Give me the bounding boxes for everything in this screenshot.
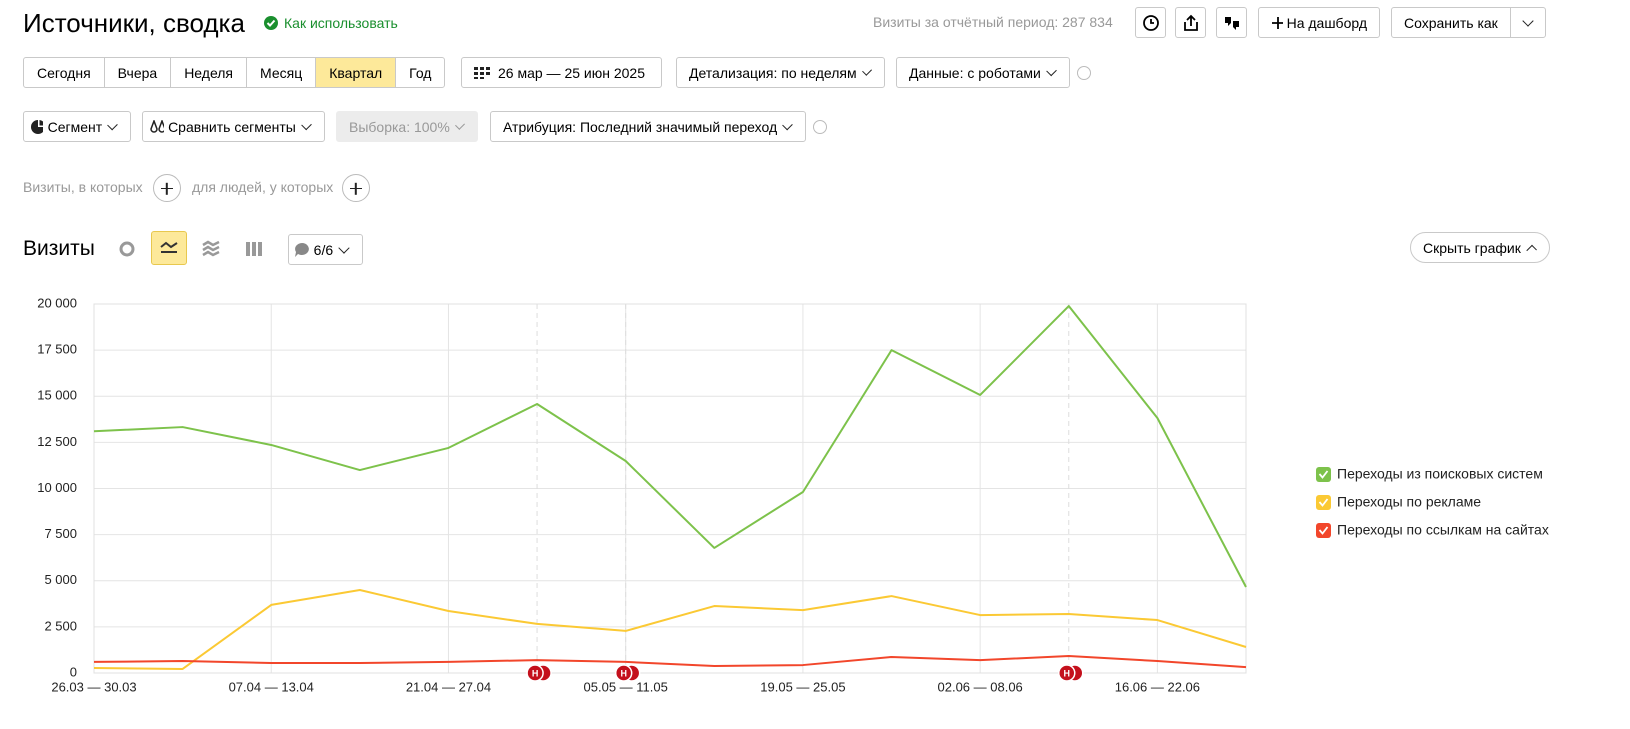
sample-label: Выборка: 100% <box>349 118 450 135</box>
dashboard-button[interactable]: На дашборд <box>1258 7 1380 38</box>
legend-label: Переходы по рекламе <box>1337 494 1481 510</box>
annotation-marker <box>526 664 544 682</box>
add-visit-filter[interactable] <box>153 174 181 202</box>
period-selector: Сегодня Вчера Неделя Месяц Квартал Год <box>23 57 446 88</box>
legend-check <box>1318 498 1329 507</box>
y-tick-label: 17 500 <box>37 342 77 357</box>
y-tick-label: 5 000 <box>44 572 77 587</box>
period-button[interactable]: Неделя <box>171 58 248 87</box>
y-tick-label: 12 500 <box>37 434 77 449</box>
legend-label: Переходы из поисковых систем <box>1337 466 1543 482</box>
y-tick-label: 15 000 <box>37 388 77 403</box>
y-tick-label: 10 000 <box>37 480 77 495</box>
x-tick-label: 16.06 — 22.06 <box>1115 679 1200 694</box>
legend-swatch <box>1316 495 1331 510</box>
help-icon <box>1077 66 1091 80</box>
annotations-count: 6/6 <box>313 241 334 258</box>
period-button[interactable]: Месяц <box>247 58 317 87</box>
help-icon <box>813 120 827 134</box>
history-button[interactable] <box>1135 7 1166 38</box>
series-line <box>93 655 1247 669</box>
sample-button: Выборка: 100% <box>336 111 478 142</box>
attribution-button[interactable]: Атрибуция: Последний значимый переход <box>490 111 806 142</box>
feedback-button[interactable] <box>1216 7 1247 38</box>
x-tick-label: 19.05 — 25.05 <box>760 679 845 694</box>
help-link[interactable]: Как использовать <box>284 15 398 31</box>
legend-label: Переходы по ссылкам на сайтах <box>1337 522 1549 538</box>
visits-summary: Визиты за отчётный период: 287 834 <box>873 14 1113 30</box>
plot-border <box>93 303 1247 674</box>
segment-label: Сегмент <box>47 118 103 135</box>
filter-people: для людей, у которых <box>192 179 334 195</box>
period-button[interactable]: Год <box>409 64 432 81</box>
y-tick-label: 7 500 <box>44 526 77 541</box>
legend-swatch <box>1316 467 1331 482</box>
line-view-button[interactable] <box>151 231 187 265</box>
annotations-button[interactable]: 6/6 <box>288 234 363 265</box>
data-mode-button[interactable]: Данные: с роботами <box>896 57 1070 88</box>
y-tick-label: 0 <box>70 664 77 679</box>
detail-label: Детализация: по неделям <box>689 64 857 81</box>
bar-view-icon[interactable] <box>245 240 263 258</box>
legend-swatch <box>1316 523 1331 538</box>
legend-check <box>1318 526 1329 535</box>
segment-button[interactable]: Сегмент <box>23 111 131 142</box>
compare-button[interactable]: Сравнить сегменты <box>142 111 325 142</box>
save-button[interactable]: Сохранить как <box>1391 7 1546 38</box>
chart-title: Визиты <box>23 237 95 260</box>
dashboard-label: На дашборд <box>1286 14 1367 31</box>
annotation-marker <box>614 664 633 682</box>
date-range-button[interactable]: 26 мар — 25 июн 2025 <box>461 57 662 88</box>
compare-label: Сравнить сегменты <box>168 118 296 135</box>
annotation-label: Н <box>1064 668 1071 678</box>
filter-visits: Визиты, в которых <box>23 179 143 195</box>
pie-view-icon[interactable] <box>118 240 136 258</box>
help-icon <box>264 16 278 30</box>
period-button[interactable]: Сегодня <box>24 58 105 87</box>
area-view-icon[interactable] <box>202 240 220 258</box>
period-button[interactable]: Вчера <box>105 58 172 87</box>
save-label: Сохранить как <box>1404 14 1498 31</box>
hide-chart-label: Скрыть график <box>1423 239 1521 256</box>
add-people-filter[interactable] <box>342 174 370 202</box>
data-mode-label: Данные: с роботами <box>909 64 1041 81</box>
x-tick-label: 05.05 — 11.05 <box>584 679 668 694</box>
detail-button[interactable]: Детализация: по неделям <box>676 57 885 88</box>
page-title: Источники, сводка <box>23 8 245 38</box>
y-tick-label: 20 000 <box>37 295 77 310</box>
hide-chart-button[interactable]: Скрыть график <box>1410 232 1550 263</box>
legend-check <box>1318 470 1329 479</box>
x-tick-label: 21.04 — 27.04 <box>406 679 491 694</box>
x-tick-label: 26.03 — 30.03 <box>51 679 136 694</box>
attribution-label: Атрибуция: Последний значимый переход <box>503 118 778 135</box>
series-line <box>93 588 1247 670</box>
annotation-marker <box>1058 664 1076 682</box>
series-line <box>93 305 1247 588</box>
y-tick-label: 2 500 <box>44 618 77 633</box>
annotation-label: Н <box>532 668 539 678</box>
period-button[interactable]: Квартал <box>316 58 397 87</box>
x-tick-label: 02.06 — 08.06 <box>938 679 1023 694</box>
x-tick-label: 07.04 — 13.04 <box>229 679 314 694</box>
date-range: 26 мар — 25 июн 2025 <box>498 64 645 81</box>
annotation-label: Н <box>620 668 627 678</box>
export-button[interactable] <box>1175 7 1206 38</box>
